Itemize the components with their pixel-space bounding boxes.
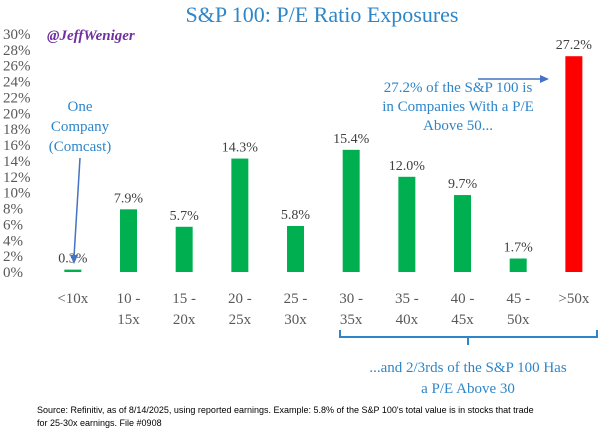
data-label: 27.2% — [556, 38, 593, 53]
y-tick-label: 24% — [3, 75, 31, 91]
x-tick-label: 25x — [229, 312, 252, 328]
annotation-above30-2: a P/E Above 30 — [421, 381, 515, 397]
annotation-above50-3: Above 50... — [423, 118, 493, 134]
bar — [175, 226, 193, 272]
data-label: 15.4% — [333, 132, 370, 147]
data-label: 14.3% — [222, 141, 259, 156]
bar — [342, 149, 360, 272]
x-tick-label: 15x — [117, 312, 140, 328]
annotation-above30-1: ...and 2/3rds of the S&P 100 Has — [369, 360, 567, 376]
y-tick-label: 16% — [3, 138, 31, 154]
y-tick-label: 8% — [3, 202, 23, 218]
x-tick-label: 30x — [284, 312, 307, 328]
x-tick-label: 35 - — [395, 291, 419, 307]
source-line-2: for 25-30x earnings. File #0908 — [37, 418, 162, 428]
x-tick-label: 40x — [396, 312, 419, 328]
data-label: 5.8% — [281, 208, 311, 223]
data-label: 12.0% — [389, 159, 426, 174]
y-tick-label: 20% — [3, 106, 31, 122]
data-label: 5.7% — [170, 209, 200, 224]
data-label: 1.7% — [504, 241, 534, 256]
y-tick-label: 14% — [3, 154, 31, 170]
y-tick-label: 10% — [3, 186, 31, 202]
bar — [231, 158, 249, 272]
y-tick-label: 12% — [3, 170, 31, 186]
data-label: 7.9% — [114, 191, 144, 206]
source-line-1: Source: Refinitiv, as of 8/14/2025, usin… — [37, 405, 534, 415]
chart-title: S&P 100: P/E Ratio Exposures — [186, 2, 459, 27]
bar — [509, 258, 527, 272]
bar — [287, 225, 305, 272]
x-tick-label: 10 - — [117, 291, 141, 307]
x-tick-label: 45x — [451, 312, 474, 328]
y-tick-label: 0% — [3, 265, 23, 281]
x-tick-label: 15 - — [172, 291, 196, 307]
bar — [398, 176, 416, 272]
data-label: 9.7% — [448, 177, 478, 192]
arrow-comcast — [70, 157, 81, 264]
y-tick-label: 22% — [3, 90, 31, 106]
annotation-above50-1: 27.2% of the S&P 100 is — [384, 80, 533, 96]
y-tick-label: 6% — [3, 217, 23, 233]
bar — [454, 195, 472, 272]
bar — [120, 209, 138, 272]
annotation-above50-2: in Companies With a P/E — [382, 99, 534, 115]
x-tick-label: >50x — [558, 291, 589, 307]
x-tick-label: 35x — [340, 312, 363, 328]
annotation-comcast-1: One — [68, 99, 93, 115]
x-tick-label: 30 - — [339, 291, 363, 307]
x-tick-label: 40 - — [451, 291, 475, 307]
x-tick-label: <10x — [57, 291, 88, 307]
x-tick-label: 20x — [173, 312, 196, 328]
arrow-above50 — [478, 75, 549, 83]
annotation-comcast-2: Company — [51, 119, 110, 135]
x-tick-label: 25 - — [284, 291, 308, 307]
x-tick-label: 50x — [507, 312, 530, 328]
watermark: @JeffWeniger — [47, 28, 135, 44]
bar — [64, 269, 82, 272]
y-tick-label: 2% — [3, 249, 23, 265]
annotation-comcast-3: (Comcast) — [49, 139, 111, 155]
y-tick-label: 30% — [3, 27, 31, 43]
bracket-above30 — [339, 330, 598, 345]
x-tick-label: 45 - — [506, 291, 530, 307]
y-tick-label: 18% — [3, 122, 31, 138]
y-tick-label: 28% — [3, 43, 31, 59]
y-tick-label: 4% — [3, 233, 23, 249]
y-tick-label: 26% — [3, 59, 31, 75]
bar — [565, 56, 583, 272]
x-tick-label: 20 - — [228, 291, 252, 307]
